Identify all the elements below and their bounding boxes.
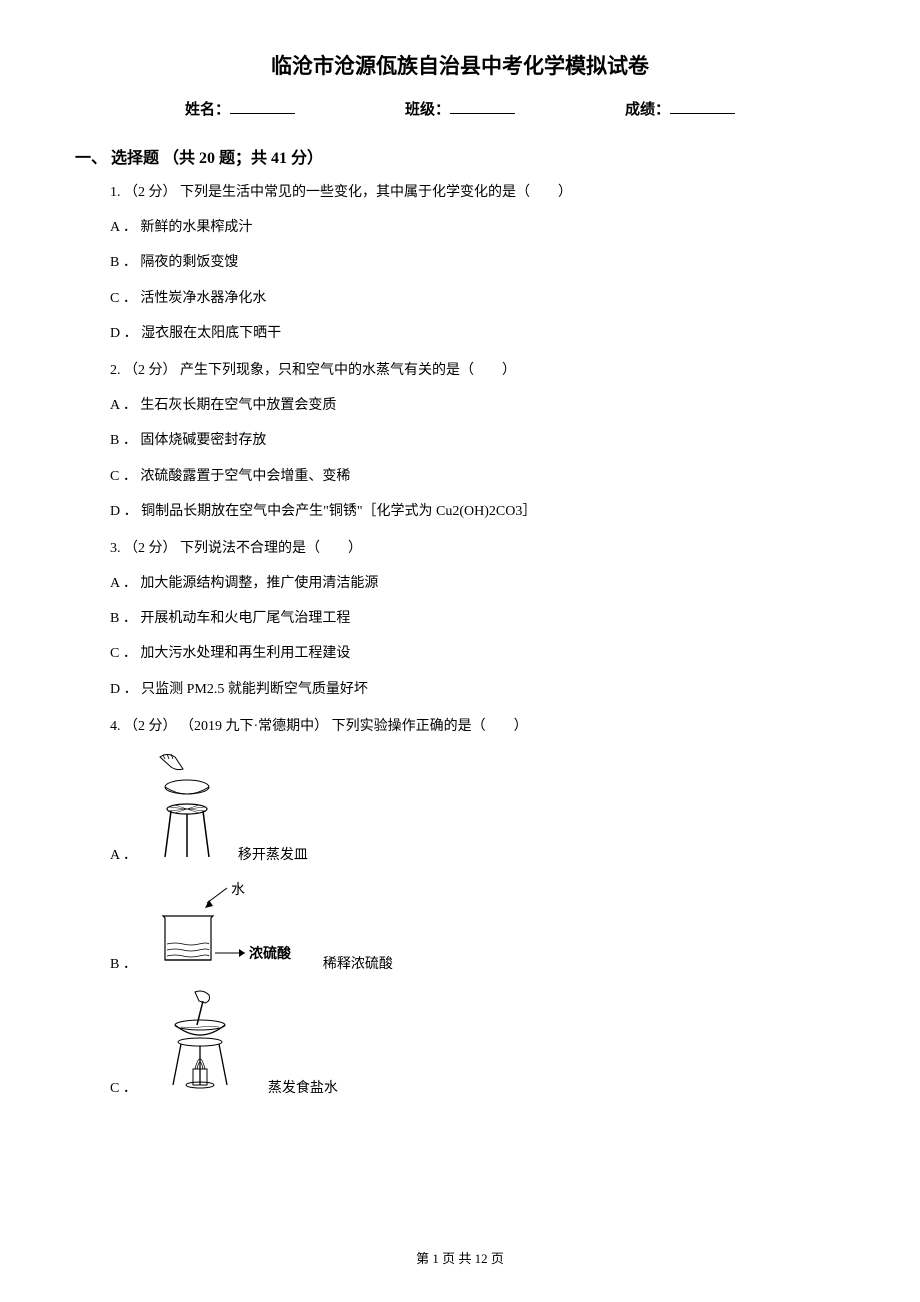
question-1: 1. （2 分） 下列是生活中常见的一些变化，其中属于化学变化的是（ ） A ．… [110,180,845,346]
score-underline [670,99,735,114]
question-num: 2. [110,363,121,378]
option-letter: A ． [110,220,137,235]
question-stem: 下列实验操作正确的是（ ） [332,719,528,734]
option-text: 移开蒸发皿 [238,843,308,868]
option-letter: D ． [110,326,138,341]
option-letter: B ． [110,255,137,270]
class-label: 班级： [405,98,450,119]
option-text: 新鲜的水果榨成汁 [140,220,252,235]
score-label: 成绩： [625,98,670,119]
question-text: 1. （2 分） 下列是生活中常见的一些变化，其中属于化学变化的是（ ） [110,180,845,205]
option-a: A ． 新鲜的水果榨成汁 [110,215,845,240]
question-stem: 产生下列现象，只和空气中的水蒸气有关的是（ ） [180,363,516,378]
question-num: 4. [110,719,121,734]
option-letter: B ． [110,952,137,977]
option-a: A ． 生石灰长期在空气中放置会变质 [110,393,845,418]
option-c: C ． 活性炭净水器净化水 [110,286,845,311]
option-c: C ． 加大污水处理和再生利用工程建设 [110,641,845,666]
question-text: 3. （2 分） 下列说法不合理的是（ ） [110,536,845,561]
tongs-dish-icon [155,749,220,868]
question-points: （2 分） [124,719,177,734]
option-letter: C ． [110,1076,137,1101]
question-stem: 下列是生活中常见的一些变化，其中属于化学变化的是（ ） [180,185,572,200]
question-text: 4. （2 分） （2019 九下·常德期中） 下列实验操作正确的是（ ） [110,714,845,739]
option-letter: D ． [110,682,138,697]
option-text: 只监测 PM2.5 就能判断空气质量好坏 [141,682,368,697]
option-text: 活性炭净水器净化水 [140,291,266,306]
option-letter: C ． [110,646,137,661]
page-footer: 第 1 页 共 12 页 [0,1248,920,1267]
beaker-acid-icon: 水 浓硫酸 [155,878,305,977]
question-points: （2 分） [124,185,177,200]
option-c: C ． 浓硫酸露置于空气中会增重、变稀 [110,464,845,489]
class-underline [450,99,515,114]
option-text: 蒸发食盐水 [268,1076,338,1101]
option-letter: B ． [110,433,137,448]
question-2: 2. （2 分） 产生下列现象，只和空气中的水蒸气有关的是（ ） A ． 生石灰… [110,358,845,524]
option-letter: A ． [110,398,137,413]
option-letter: C ． [110,291,137,306]
option-text: 湿衣服在太阳底下晒干 [141,326,281,341]
option-d: D ． 只监测 PM2.5 就能判断空气质量好坏 [110,677,845,702]
option-letter: D ． [110,504,138,519]
name-underline [230,99,295,114]
option-b: B ． 固体烧碱要密封存放 [110,428,845,453]
info-row: 姓名： 班级： 成绩： [75,98,845,119]
acid-label: 浓硫酸 [249,945,292,962]
option-text: 加大污水处理和再生利用工程建设 [140,646,350,661]
option-d: D ． 铜制品长期放在空气中会产生"铜锈"［化学式为 Cu2(OH)2CO3］ [110,499,845,524]
evaporating-icon [155,987,250,1101]
name-field: 姓名： [185,98,295,119]
name-label: 姓名： [185,98,230,119]
question-3: 3. （2 分） 下列说法不合理的是（ ） A ． 加大能源结构调整，推广使用清… [110,536,845,702]
option-text: 浓硫酸露置于空气中会增重、变稀 [140,469,350,484]
score-field: 成绩： [625,98,735,119]
section-header: 一、 选择题 （共 20 题；共 41 分） [75,144,845,168]
option-letter: A ． [110,843,137,868]
option-text: 稀释浓硫酸 [323,952,393,977]
question-num: 3. [110,541,121,556]
question-points: （2 分） [124,541,177,556]
option-text: 开展机动车和火电厂尾气治理工程 [140,611,350,626]
option-letter: B ． [110,611,137,626]
question-source: （2019 九下·常德期中） [180,719,328,734]
question-points: （2 分） [124,363,177,378]
question-num: 1. [110,185,121,200]
option-a-img: A ． 移开蒸发皿 [110,749,845,868]
page-title: 临沧市沧源佤族自治县中考化学模拟试卷 [75,50,845,80]
class-field: 班级： [405,98,515,119]
option-d: D ． 湿衣服在太阳底下晒干 [110,321,845,346]
option-text: 生石灰长期在空气中放置会变质 [140,398,336,413]
question-stem: 下列说法不合理的是（ ） [180,541,362,556]
option-a: A ． 加大能源结构调整，推广使用清洁能源 [110,571,845,596]
option-letter: C ． [110,469,137,484]
option-letter: A ． [110,576,137,591]
water-label: 水 [231,882,245,898]
option-b: B ． 隔夜的剩饭变馊 [110,250,845,275]
option-b: B ． 开展机动车和火电厂尾气治理工程 [110,606,845,631]
option-c-img: C ． [110,987,845,1101]
option-text: 铜制品长期放在空气中会产生"铜锈"［化学式为 Cu2(OH)2CO3］ [141,504,536,519]
question-text: 2. （2 分） 产生下列现象，只和空气中的水蒸气有关的是（ ） [110,358,845,383]
option-text: 加大能源结构调整，推广使用清洁能源 [140,576,378,591]
option-text: 固体烧碱要密封存放 [140,433,266,448]
question-4: 4. （2 分） （2019 九下·常德期中） 下列实验操作正确的是（ ） A … [110,714,845,1102]
option-b-img: B ． 水 浓硫酸 稀释浓硫酸 [110,878,845,977]
option-text: 隔夜的剩饭变馊 [140,255,238,270]
